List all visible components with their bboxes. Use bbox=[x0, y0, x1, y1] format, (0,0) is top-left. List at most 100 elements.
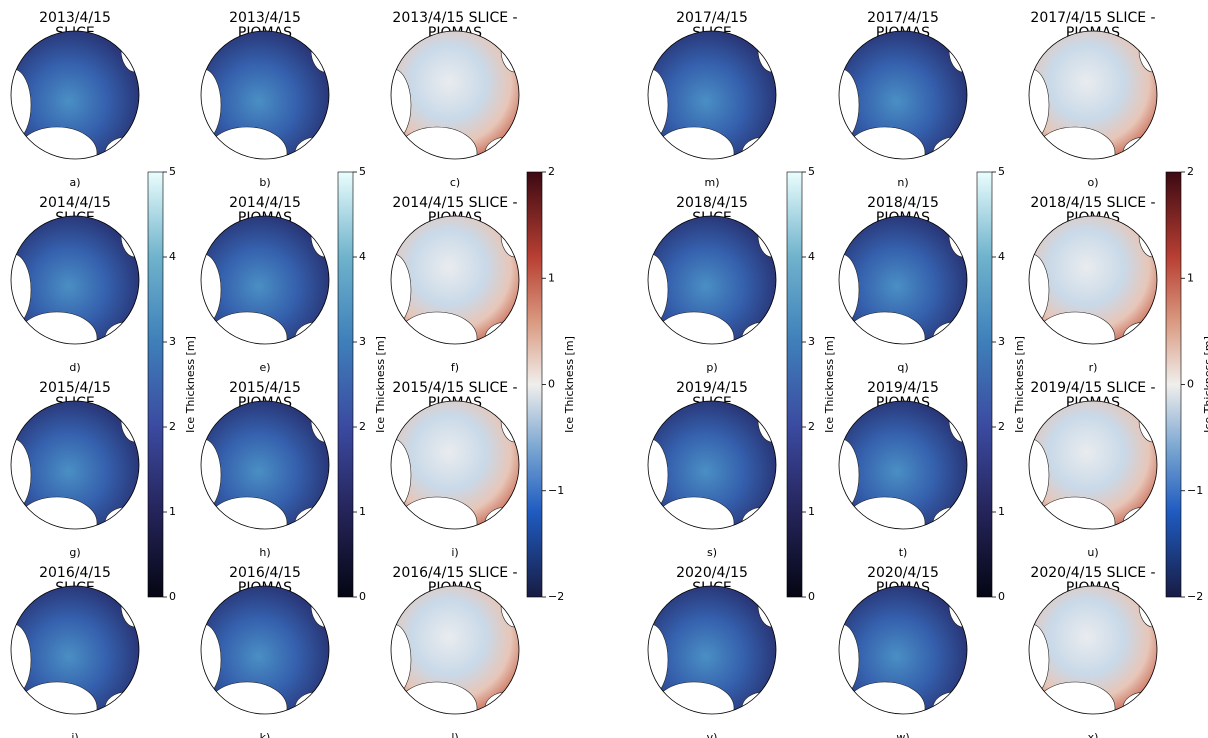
map bbox=[632, 398, 786, 549]
land-shape bbox=[654, 127, 734, 179]
map bbox=[375, 398, 529, 549]
colorbar-tick-label: 1 bbox=[998, 505, 1005, 518]
land-shape bbox=[742, 137, 786, 169]
land-shape bbox=[758, 583, 786, 627]
panel-title: 2018/4/15 bbox=[676, 195, 748, 211]
land-shape bbox=[295, 322, 339, 354]
colorbar bbox=[1166, 172, 1181, 597]
land-shape bbox=[207, 682, 287, 734]
land-shape bbox=[845, 497, 925, 549]
map bbox=[1013, 28, 1167, 179]
land-shape bbox=[1139, 398, 1167, 442]
land-shape bbox=[1123, 507, 1167, 539]
map bbox=[185, 28, 339, 179]
colorbar-tick-label: 2 bbox=[998, 420, 1005, 433]
map bbox=[185, 583, 339, 734]
land-shape bbox=[17, 127, 97, 179]
colorbar-tick-label: 3 bbox=[808, 335, 815, 348]
colorbar bbox=[148, 172, 163, 597]
map bbox=[632, 213, 786, 364]
map bbox=[632, 583, 786, 734]
land-shape bbox=[105, 507, 149, 539]
map bbox=[375, 213, 529, 364]
land-shape bbox=[295, 507, 339, 539]
panel-label: d) bbox=[69, 361, 80, 374]
panel-label: k) bbox=[260, 731, 271, 738]
land-shape bbox=[949, 213, 977, 257]
colorbar-tick-label: −1 bbox=[548, 484, 564, 497]
map bbox=[1013, 213, 1167, 364]
map bbox=[632, 28, 786, 179]
colorbar-tick-label: 5 bbox=[169, 165, 176, 178]
colorbar-tick-label: 4 bbox=[998, 250, 1005, 263]
land-shape bbox=[1123, 137, 1167, 169]
panel-label: s) bbox=[707, 546, 717, 559]
panel-title: 2017/4/15 SLICE - bbox=[1030, 10, 1155, 26]
map bbox=[823, 213, 977, 364]
panel-label: u) bbox=[1087, 546, 1098, 559]
land-shape bbox=[207, 127, 287, 179]
panel-label: g) bbox=[69, 546, 80, 559]
land-shape bbox=[485, 507, 529, 539]
colorbar-tick-label: 1 bbox=[548, 271, 555, 284]
land-shape bbox=[933, 137, 977, 169]
colorbar-tick-label: 4 bbox=[808, 250, 815, 263]
colorbar-tick-label: 2 bbox=[1187, 165, 1194, 178]
colorbar-label: Ice Thickness [m] bbox=[1202, 336, 1208, 433]
map bbox=[823, 583, 977, 734]
colorbar-tick-label: −2 bbox=[1187, 590, 1203, 603]
map bbox=[823, 28, 977, 179]
land-shape bbox=[397, 497, 477, 549]
land-shape bbox=[845, 127, 925, 179]
land-shape bbox=[105, 137, 149, 169]
land-shape bbox=[501, 28, 529, 72]
land-shape bbox=[501, 213, 529, 257]
panel-label: h) bbox=[259, 546, 270, 559]
panel-label: m) bbox=[704, 176, 719, 189]
colorbar-tick-label: 5 bbox=[808, 165, 815, 178]
land-shape bbox=[207, 497, 287, 549]
map bbox=[823, 398, 977, 549]
map bbox=[185, 213, 339, 364]
panel-title: 2020/4/15 SLICE - bbox=[1030, 565, 1155, 581]
land-shape bbox=[1139, 583, 1167, 627]
colorbar-label: Ice Thickness [m] bbox=[563, 336, 576, 433]
land-shape bbox=[742, 692, 786, 724]
colorbar-tick-label: 0 bbox=[359, 590, 366, 603]
panel-title: 2019/4/15 bbox=[676, 380, 748, 396]
land-shape bbox=[654, 497, 734, 549]
map bbox=[1013, 583, 1167, 734]
colorbar-tick-label: 5 bbox=[359, 165, 366, 178]
panel-title: 2016/4/15 SLICE - bbox=[392, 565, 517, 581]
panel-label: j) bbox=[70, 731, 78, 738]
land-shape bbox=[311, 583, 339, 627]
colorbar bbox=[338, 172, 353, 597]
land-shape bbox=[207, 312, 287, 364]
map bbox=[375, 28, 529, 179]
panel-title: 2016/4/15 bbox=[229, 565, 301, 581]
land-shape bbox=[485, 692, 529, 724]
panel-title: 2016/4/15 bbox=[39, 565, 111, 581]
panel-label: a) bbox=[69, 176, 80, 189]
panel-title: 2019/4/15 bbox=[867, 380, 939, 396]
colorbar-label: Ice Thickness [m] bbox=[374, 336, 387, 433]
figure: 2013/4/15SLICEa)2013/4/15PIOMASb)2013/4/… bbox=[0, 0, 1208, 738]
colorbar-tick-label: 1 bbox=[359, 505, 366, 518]
land-shape bbox=[1035, 312, 1115, 364]
colorbar-label: Ice Thickness [m] bbox=[184, 336, 197, 433]
panel-title: 2015/4/15 SLICE - bbox=[392, 380, 517, 396]
panel-title: 2014/4/15 bbox=[39, 195, 111, 211]
colorbar-tick-label: −1 bbox=[1187, 484, 1203, 497]
land-shape bbox=[758, 213, 786, 257]
panel-label: n) bbox=[897, 176, 908, 189]
land-shape bbox=[105, 322, 149, 354]
colorbar bbox=[787, 172, 802, 597]
colorbar-tick-label: 3 bbox=[359, 335, 366, 348]
panel-label: b) bbox=[259, 176, 270, 189]
map bbox=[375, 583, 529, 734]
panel-label: l) bbox=[451, 731, 458, 738]
land-shape bbox=[949, 583, 977, 627]
colorbar-tick-label: 0 bbox=[808, 590, 815, 603]
land-shape bbox=[311, 213, 339, 257]
land-shape bbox=[397, 127, 477, 179]
